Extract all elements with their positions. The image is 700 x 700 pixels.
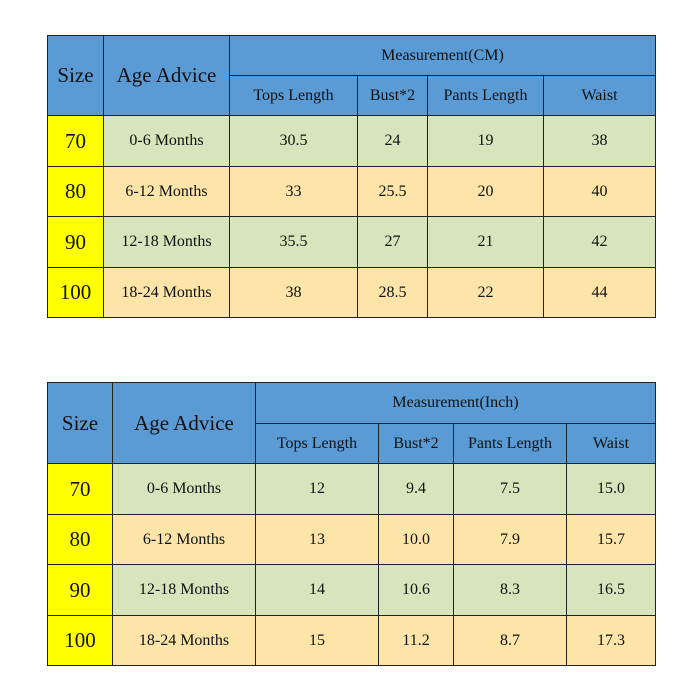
value-cell: 35.5 — [229, 216, 358, 268]
value-cell: 22 — [427, 267, 544, 318]
size-cell: 70 — [47, 463, 113, 515]
value-cell: 8.7 — [453, 615, 567, 666]
value-cell: 19 — [427, 115, 544, 167]
size-header: Size — [47, 382, 113, 464]
size-header: Size — [47, 35, 104, 116]
value-cell: 40 — [543, 166, 656, 217]
value-cell: 13 — [255, 514, 379, 565]
age-cell: 12-18 Months — [112, 564, 256, 616]
age-cell: 0-6 Months — [103, 115, 230, 167]
value-cell: 24 — [357, 115, 428, 167]
value-cell: 38 — [229, 267, 358, 318]
size-cell: 100 — [47, 615, 113, 666]
value-cell: 11.2 — [378, 615, 454, 666]
column-header: Tops Length — [229, 75, 358, 116]
column-header: Pants Length — [427, 75, 544, 116]
age-cell: 0-6 Months — [112, 463, 256, 515]
column-header: Pants Length — [453, 423, 567, 464]
value-cell: 7.5 — [453, 463, 567, 515]
value-cell: 33 — [229, 166, 358, 217]
value-cell: 38 — [543, 115, 656, 167]
age-header: Age Advice — [103, 35, 230, 116]
measurement-header: Measurement(Inch) — [255, 382, 656, 424]
value-cell: 21 — [427, 216, 544, 268]
column-header: Tops Length — [255, 423, 379, 464]
value-cell: 14 — [255, 564, 379, 616]
size-cell: 80 — [47, 166, 104, 217]
value-cell: 17.3 — [566, 615, 656, 666]
size-cell: 70 — [47, 115, 104, 167]
value-cell: 15.7 — [566, 514, 656, 565]
size-cell: 90 — [47, 216, 104, 268]
value-cell: 12 — [255, 463, 379, 515]
value-cell: 10.0 — [378, 514, 454, 565]
value-cell: 16.5 — [566, 564, 656, 616]
value-cell: 10.6 — [378, 564, 454, 616]
value-cell: 30.5 — [229, 115, 358, 167]
age-header: Age Advice — [112, 382, 256, 464]
value-cell: 7.9 — [453, 514, 567, 565]
column-header: Waist — [543, 75, 656, 116]
age-cell: 18-24 Months — [112, 615, 256, 666]
measurement-header: Measurement(CM) — [229, 35, 656, 76]
value-cell: 20 — [427, 166, 544, 217]
column-header: Bust*2 — [357, 75, 428, 116]
column-header: Waist — [566, 423, 656, 464]
value-cell: 28.5 — [357, 267, 428, 318]
size-cell: 80 — [47, 514, 113, 565]
value-cell: 44 — [543, 267, 656, 318]
age-cell: 6-12 Months — [103, 166, 230, 217]
age-cell: 18-24 Months — [103, 267, 230, 318]
value-cell: 8.3 — [453, 564, 567, 616]
column-header: Bust*2 — [378, 423, 454, 464]
value-cell: 9.4 — [378, 463, 454, 515]
value-cell: 15 — [255, 615, 379, 666]
age-cell: 12-18 Months — [103, 216, 230, 268]
value-cell: 15.0 — [566, 463, 656, 515]
value-cell: 25.5 — [357, 166, 428, 217]
value-cell: 42 — [543, 216, 656, 268]
age-cell: 6-12 Months — [112, 514, 256, 565]
value-cell: 27 — [357, 216, 428, 268]
size-cell: 90 — [47, 564, 113, 616]
size-cell: 100 — [47, 267, 104, 318]
